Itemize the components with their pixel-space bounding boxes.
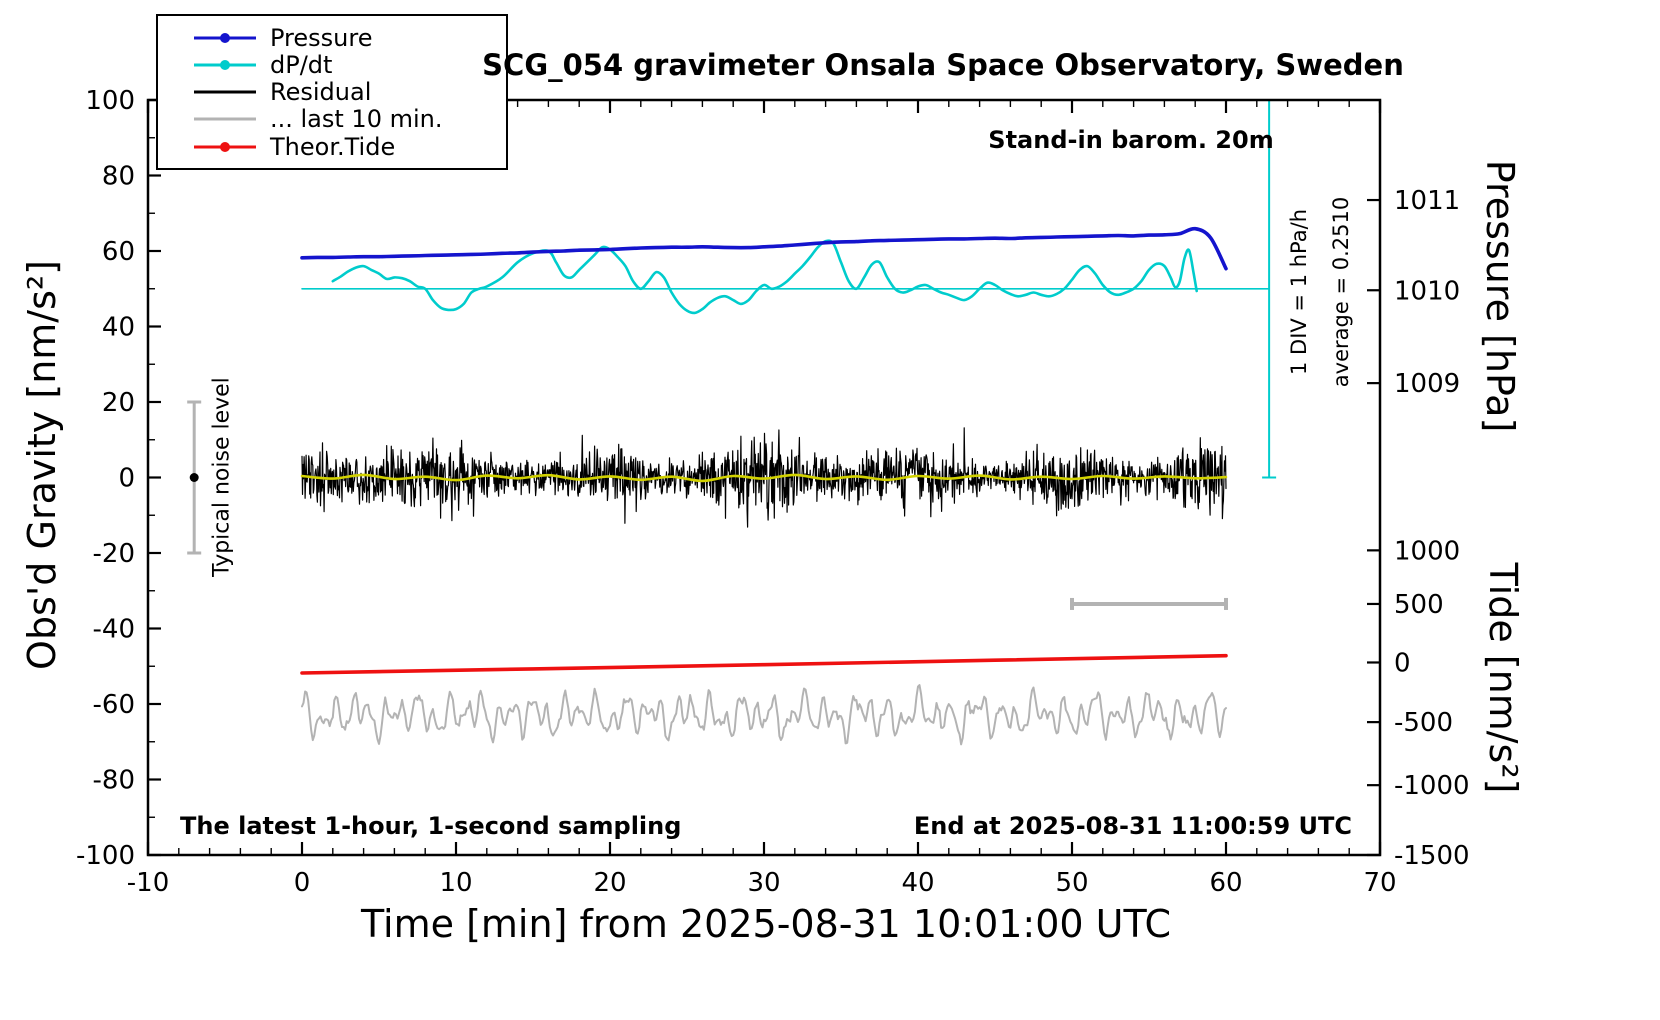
y-tick-label: 100	[85, 86, 135, 116]
y-tick-label: 80	[102, 162, 135, 192]
legend-item: Residual	[194, 78, 506, 106]
legend-line-sample	[194, 51, 256, 78]
sampling-note: The latest 1-hour, 1-second sampling	[180, 812, 682, 840]
x-tick-label: 50	[1055, 868, 1088, 898]
y-tick-label: -80	[93, 766, 135, 796]
y-tick-label: -60	[93, 690, 135, 720]
series-residual	[301, 427, 1227, 528]
legend: Pressure dP/dt Residual... last 10 min. The…	[156, 14, 508, 170]
noise-bar-dot	[189, 473, 199, 482]
noise-level-label: Typical noise level	[209, 377, 235, 577]
legend-line-sample	[194, 24, 256, 51]
series-pressure	[300, 226, 1228, 271]
x-tick-label: 60	[1209, 868, 1242, 898]
y-tick-label: -20	[93, 539, 135, 569]
tide-tick-label: -1500	[1394, 841, 1470, 871]
x-tick-label: -10	[127, 868, 169, 898]
markers-layer	[187, 99, 1277, 610]
y-tick-label: 0	[118, 464, 135, 494]
pressure-tick-label: 1009	[1394, 369, 1460, 399]
series-tide	[300, 653, 1228, 675]
x-tick-label: 10	[439, 868, 472, 898]
y-tick-label: -40	[93, 615, 135, 645]
x-axis-label: Time [min] from 2025-08-31 10:01:00 UTC	[361, 902, 1171, 946]
legend-item-label: dP/dt	[270, 50, 333, 79]
legend-item-label: Pressure	[270, 23, 373, 52]
y-axis-label-gravity: Obs'd Gravity [nm/s²]	[20, 260, 64, 670]
series-layer	[300, 226, 1270, 746]
legend-item-label: Theor.Tide	[270, 132, 396, 161]
series-dpdt	[331, 239, 1198, 315]
legend-item-label: ... last 10 min.	[270, 105, 443, 134]
y-tick-label: 40	[102, 313, 135, 343]
tide-tick-label: 500	[1394, 590, 1444, 620]
x-tick-label: 30	[747, 868, 780, 898]
axes-layer: -10 0 10 20 30 40 50 60 70-100-80-60-40-20020406…	[76, 86, 1470, 898]
legend-item-label: Residual	[270, 78, 372, 106]
series-residual_smooth	[300, 473, 1228, 483]
x-tick-label: 70	[1363, 868, 1396, 898]
x-tick-label: 40	[901, 868, 934, 898]
x-tick-label: 20	[593, 868, 626, 898]
y-tick-label: 20	[102, 388, 135, 418]
pressure-tick-label: 1011	[1394, 186, 1460, 216]
tide-tick-label: 1000	[1394, 536, 1460, 566]
x-tick-label: 0	[294, 868, 311, 898]
legend-line-sample	[194, 133, 256, 160]
chart-title: SCG_054 gravimeter Onsala Space Observat…	[482, 48, 1404, 82]
legend-line-sample	[194, 79, 256, 106]
series-gray_last10	[301, 684, 1227, 746]
legend-item: ... last 10 min.	[194, 105, 506, 134]
tide-tick-label: -1000	[1394, 771, 1470, 801]
legend-item: Pressure	[194, 23, 506, 52]
legend-item: dP/dt	[194, 50, 506, 79]
div-scale-label: 1 DIV = 1 hPa/h	[1287, 208, 1311, 376]
y-axis-label-pressure: Pressure [hPa]	[1478, 159, 1522, 433]
legend-line-sample	[194, 106, 256, 133]
average-label: average = 0.2510	[1329, 196, 1353, 388]
barometer-note: Stand-in barom. 20m	[988, 126, 1274, 154]
tide-tick-label: 0	[1394, 648, 1411, 678]
end-time-note: End at 2025-08-31 11:00:59 UTC	[913, 812, 1352, 840]
y-tick-label: 60	[102, 237, 135, 267]
y-axis-label-tide: Tide [nm/s²]	[1481, 562, 1525, 794]
legend-item: Theor.Tide	[194, 132, 506, 161]
pressure-tick-label: 1010	[1394, 276, 1460, 306]
tide-tick-label: -500	[1394, 708, 1453, 738]
y-tick-label: -100	[76, 841, 135, 871]
